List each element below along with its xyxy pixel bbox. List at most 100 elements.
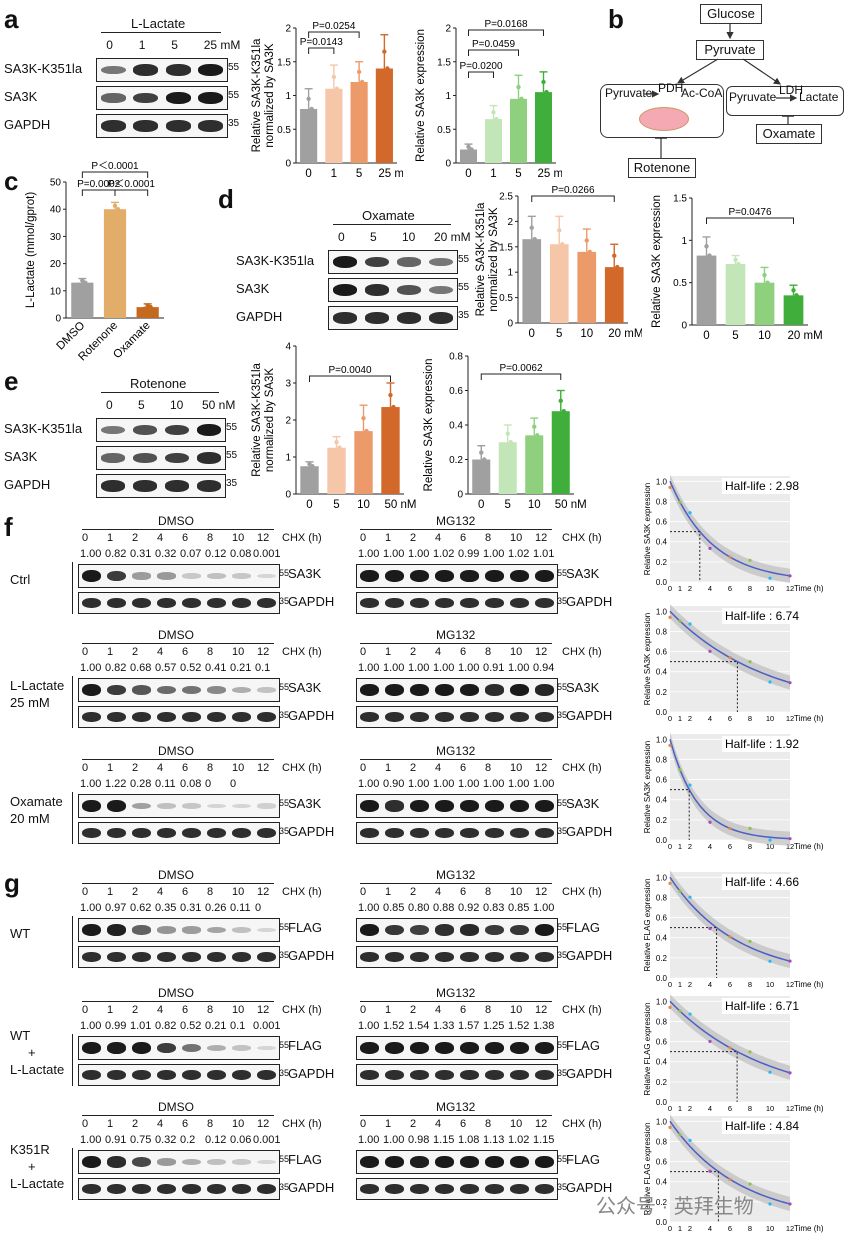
x-tick-label: 5 [556, 328, 562, 340]
quant-value: 1.22 [105, 778, 127, 790]
quant-value: 1.15 [533, 1134, 555, 1146]
target-label: FLAG [288, 920, 322, 935]
x-axis-label: Time (h) [794, 714, 824, 723]
data-point [668, 485, 672, 489]
treatment-line [82, 529, 274, 530]
blot-band [181, 827, 202, 839]
quant-value: 1.00 [80, 1020, 102, 1032]
y-tick-label: 30 [50, 232, 62, 243]
bar [381, 407, 400, 494]
blot-band [231, 827, 252, 839]
time-label: 2 [132, 646, 139, 658]
blot-band [81, 597, 102, 609]
time-label: 1 [107, 1118, 114, 1130]
y-axis-label: Relative SA3K expression [643, 741, 652, 834]
quant-value: 0.92 [458, 902, 480, 914]
chx-label: CHX (h) [282, 1004, 322, 1016]
blot-band [256, 711, 277, 723]
data-point [759, 288, 764, 293]
data-point [388, 392, 393, 398]
mitochondrion-icon [639, 107, 689, 131]
blot-band [198, 92, 224, 104]
y-tick-label: 0.5 [499, 293, 513, 304]
blot-row-label: GAPDH [4, 477, 51, 492]
data-point [145, 303, 150, 308]
blot-band [231, 1069, 252, 1081]
quant-value: 0.52 [180, 662, 202, 674]
quant-value: 1.00 [458, 778, 480, 790]
chx-label: CHX (h) [562, 886, 602, 898]
mw-marker: 55 [557, 922, 568, 932]
condition-bracket [72, 1034, 73, 1086]
time-label: 8 [485, 886, 492, 898]
treatment-line [360, 759, 552, 760]
data-point [728, 1046, 732, 1050]
blot-band [409, 684, 430, 696]
blot-image-gapdh [356, 946, 558, 968]
y-tick-label: 20 [50, 259, 62, 270]
blot-band [364, 312, 390, 324]
y-tick-label: 10 [50, 286, 62, 297]
mw-marker: 35 [279, 950, 290, 960]
y-tick-label: 1 [285, 453, 291, 464]
x-tick-label: 4 [708, 584, 712, 593]
blot-band [256, 1069, 277, 1081]
data-point [491, 110, 496, 115]
blot-band [106, 1042, 127, 1054]
blot-band [534, 1042, 555, 1054]
quant-value: 0.1 [255, 662, 271, 674]
time-label: 0 [360, 646, 367, 658]
blot-band [384, 1156, 405, 1168]
data-point [609, 276, 614, 281]
p-bracket [468, 71, 494, 78]
x-tick-label: 10 [766, 714, 774, 723]
p-value: P=0.0254 [312, 21, 356, 32]
blot-image-target [356, 794, 558, 818]
x-tick-label: 2 [688, 842, 692, 851]
blot-image-target [78, 918, 280, 942]
data-point [584, 238, 589, 243]
bar [783, 295, 804, 325]
p-bracket [81, 171, 149, 178]
y-axis-label: normalized by SA3K [264, 43, 276, 148]
blot-band [181, 926, 202, 934]
x-tick-label: 0 [478, 499, 484, 511]
quant-value: 0.99 [458, 548, 480, 560]
mw-marker: 35 [557, 950, 568, 960]
blot-row-label: SA3K-K351la [236, 253, 315, 268]
data-point [668, 881, 672, 885]
quant-value: 0.28 [130, 778, 152, 790]
dose-label: 5 [138, 398, 145, 412]
y-axis-label: normalized by SA3K [488, 207, 500, 312]
target-label: FLAG [566, 920, 600, 935]
blot-band [164, 424, 190, 436]
quant-value: 0 [205, 778, 212, 790]
blot-band [434, 827, 455, 839]
confidence-band [670, 474, 790, 583]
quant-value: 0.97 [105, 902, 127, 914]
y-tick-label: 0.2 [656, 954, 668, 963]
blot-band [484, 924, 505, 936]
quant-value: 1.57 [458, 1020, 480, 1032]
x-tick-label: 0 [529, 328, 535, 340]
dose-label: 0 [338, 230, 345, 244]
blot-band [534, 800, 555, 812]
bar-chart-d-expression: Relative SA3K expression 0 0.5 1 1.5 0 5 10 20 m… [651, 194, 823, 343]
y-axis-label: normalized by SA3K [264, 368, 276, 473]
quant-value: 0.80 [408, 902, 430, 914]
p-value: P=0.0200 [459, 61, 503, 72]
quant-value: 1.00 [483, 548, 505, 560]
blot-band [156, 803, 177, 809]
treatment-title-mg132: MG132 [436, 628, 476, 642]
quant-value: 0.35 [155, 902, 177, 914]
chx-label: CHX (h) [282, 762, 322, 774]
half-life-curve-chart: 0.00.20.40.60.81.00 1 2 4 6 8 10 12 Time (h)Rela… [643, 1114, 824, 1233]
treatment-line [360, 883, 552, 884]
blot-band [81, 1042, 102, 1054]
time-label: 4 [157, 762, 164, 774]
time-label: 1 [385, 886, 392, 898]
quant-value: 0.31 [130, 548, 152, 560]
quant-value: 0.85 [508, 902, 530, 914]
x-tick-label: 10 [528, 499, 541, 511]
blot-band [131, 1069, 152, 1081]
